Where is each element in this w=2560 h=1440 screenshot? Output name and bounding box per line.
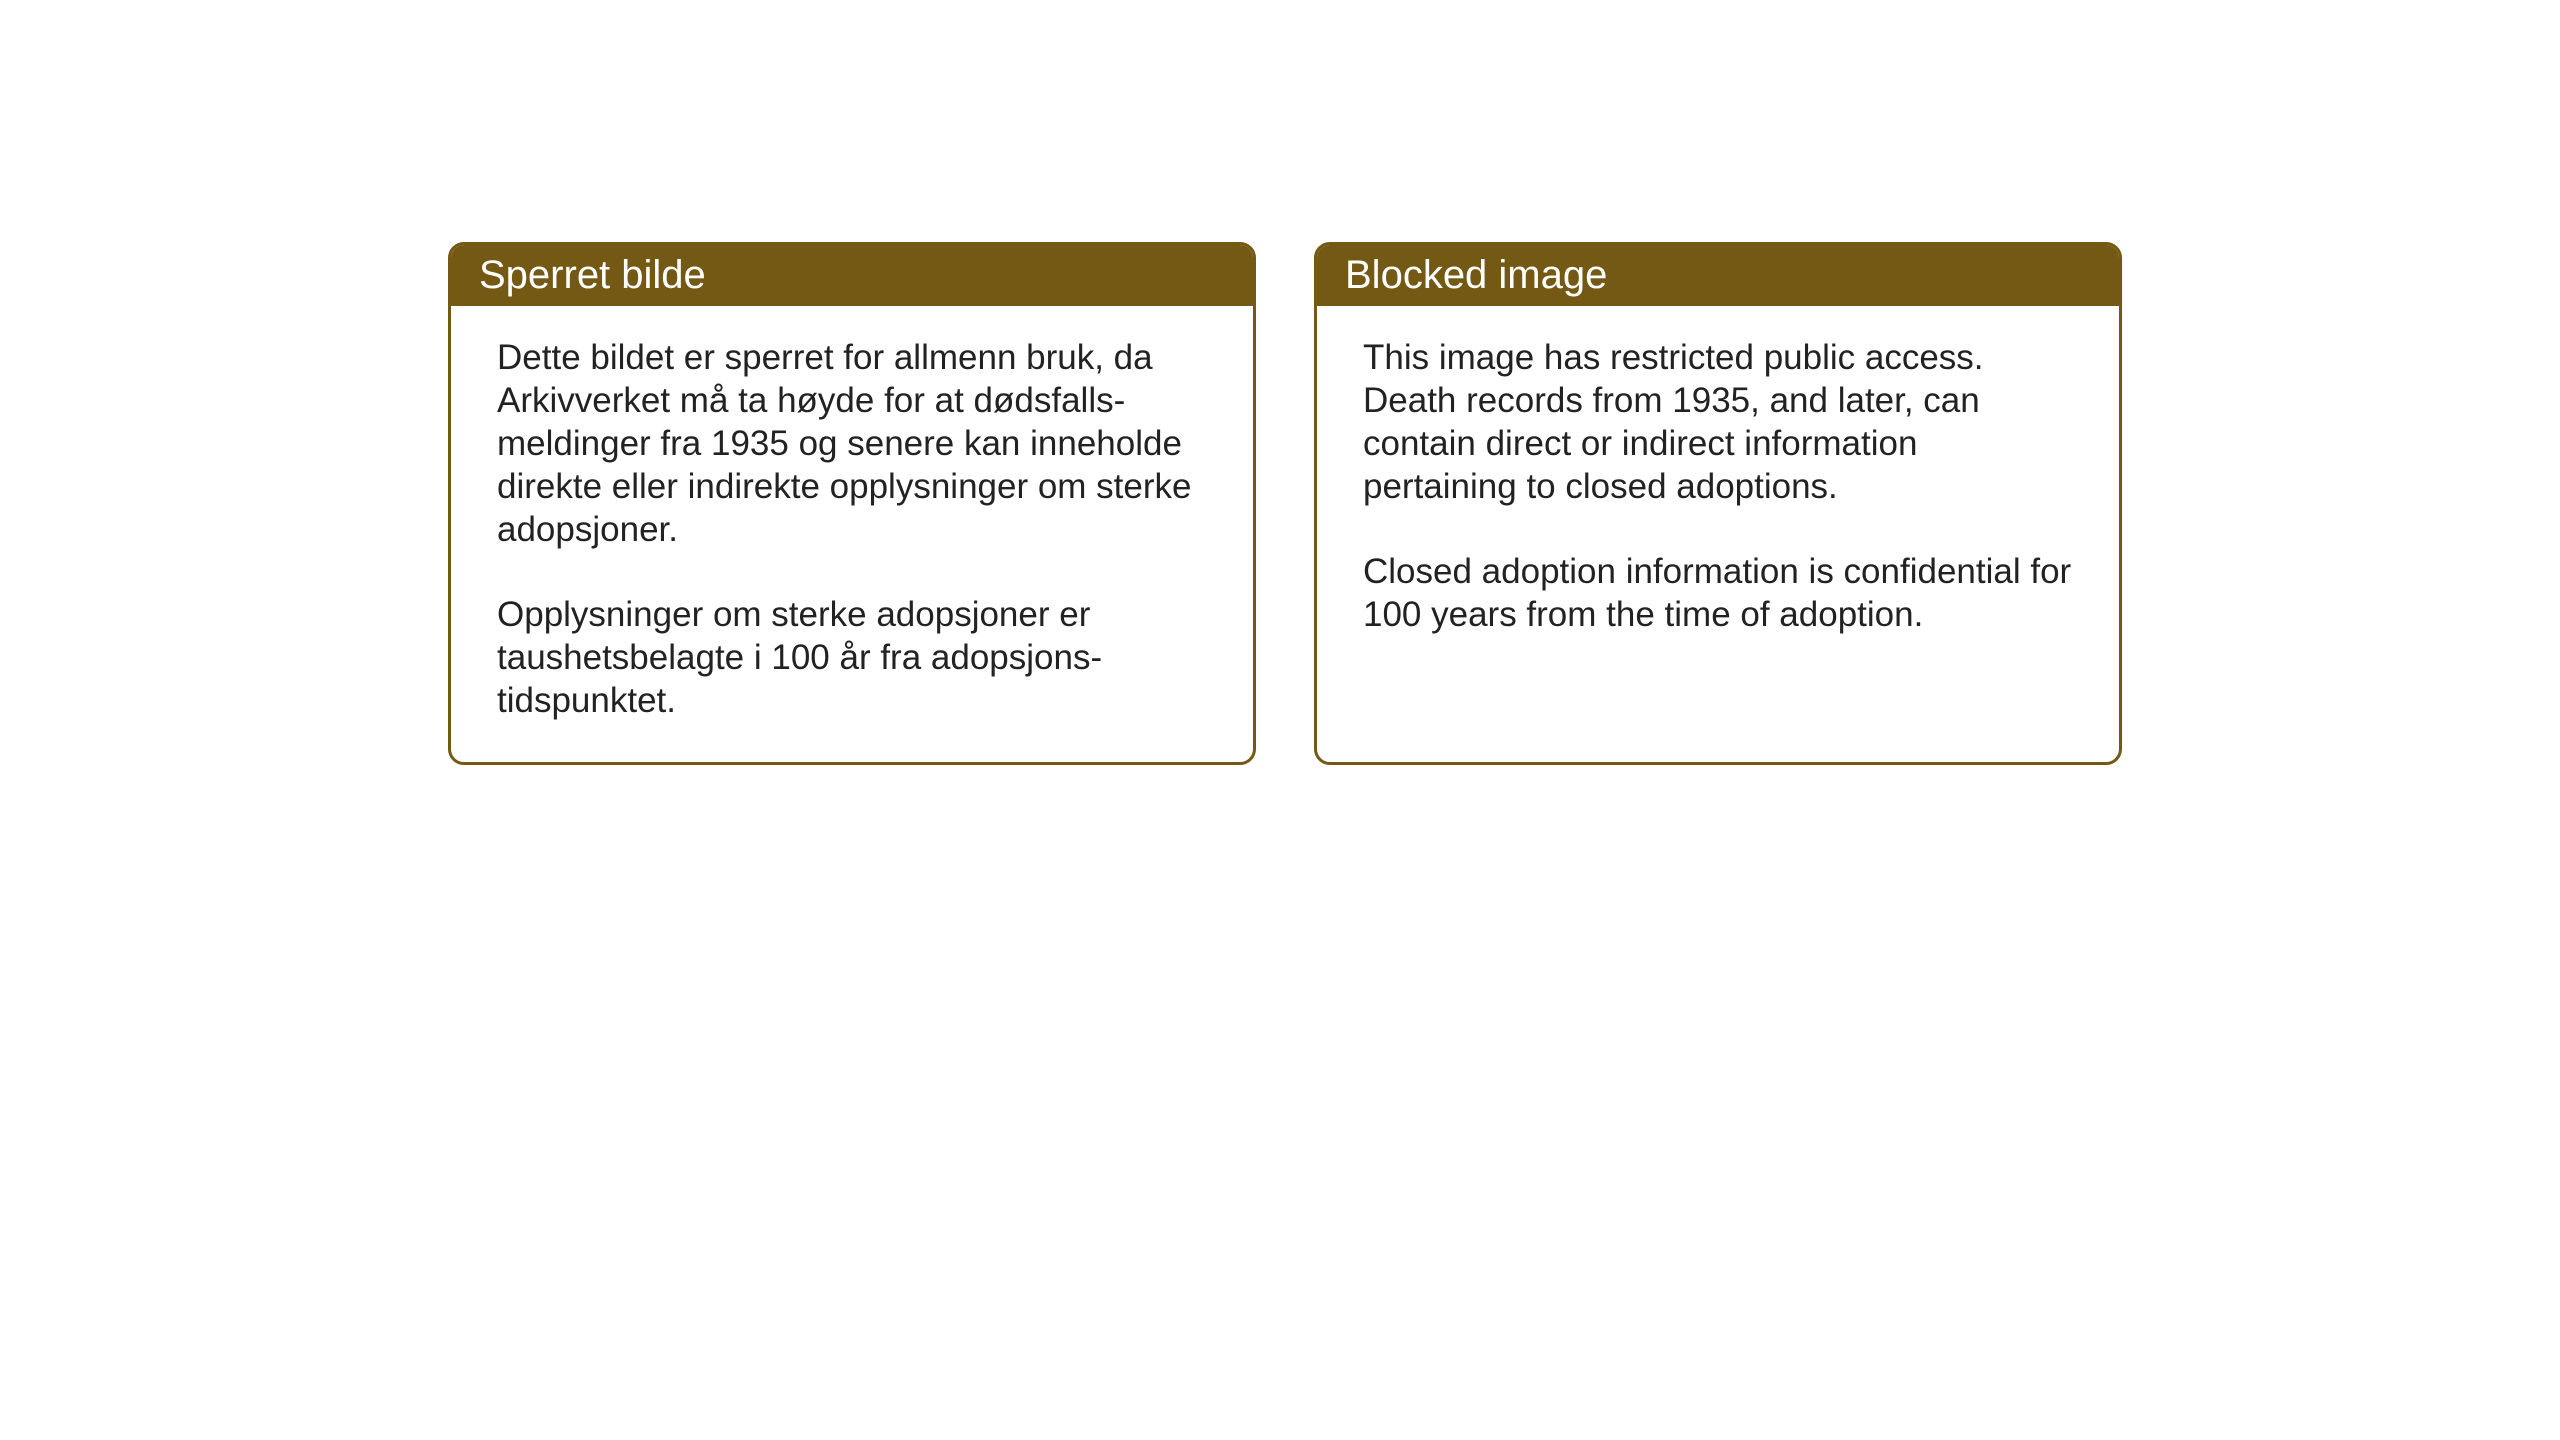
panel-paragraph: This image has restricted public access.… xyxy=(1363,336,2073,508)
panel-norwegian: Sperret bilde Dette bildet er sperret fo… xyxy=(448,242,1256,765)
panel-title: Blocked image xyxy=(1345,253,1607,297)
panel-header-english: Blocked image xyxy=(1317,245,2119,306)
panels-container: Sperret bilde Dette bildet er sperret fo… xyxy=(0,0,2560,765)
panel-paragraph: Dette bildet er sperret for allmenn bruk… xyxy=(497,336,1207,551)
panel-header-norwegian: Sperret bilde xyxy=(451,245,1253,306)
panel-english: Blocked image This image has restricted … xyxy=(1314,242,2122,765)
panel-paragraph: Closed adoption information is confident… xyxy=(1363,550,2073,636)
panel-body-norwegian: Dette bildet er sperret for allmenn bruk… xyxy=(451,306,1253,762)
panel-title: Sperret bilde xyxy=(479,253,706,297)
panel-paragraph: Opplysninger om sterke adopsjoner er tau… xyxy=(497,593,1207,722)
panel-body-english: This image has restricted public access.… xyxy=(1317,306,2119,726)
